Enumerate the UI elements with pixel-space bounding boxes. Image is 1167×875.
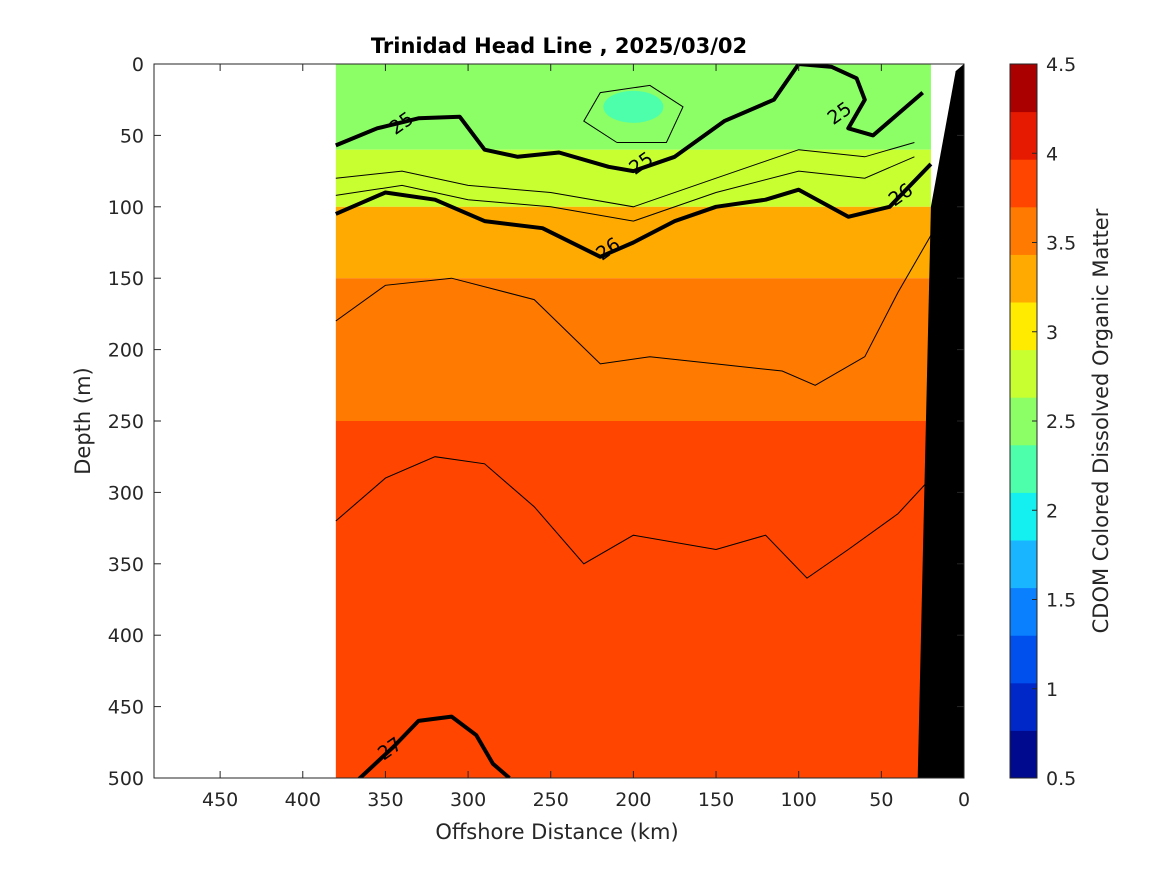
colorbar-label: CDOM Colored Dissolved Organic Matter — [1089, 208, 1113, 633]
y-tick-label: 400 — [108, 625, 144, 647]
x-axis: 450 400 350 300 250 200 150 100 50 0 — [202, 64, 970, 811]
density-contour-26 — [335, 162, 933, 259]
colorbar-segment — [1010, 492, 1037, 541]
x-tick-label: 250 — [533, 789, 569, 811]
density-contours — [335, 64, 933, 778]
x-tick-label: 100 — [781, 789, 817, 811]
colorbar-segment — [1010, 587, 1037, 636]
x-tick-label: 200 — [615, 789, 651, 811]
y-tick-label: 0 — [132, 54, 144, 76]
cdom-band — [335, 421, 931, 778]
x-tick-label: 300 — [450, 789, 486, 811]
colorbar-tick-label: 3.5 — [1046, 233, 1076, 255]
x-tick-label: 150 — [698, 789, 734, 811]
thin-contour-line — [335, 456, 932, 579]
colorbar-tick-label: 2 — [1046, 500, 1058, 522]
thin-contour-line — [583, 84, 684, 143]
chart-title: Trinidad Head Line , 2025/03/02 — [371, 34, 747, 58]
y-tick-label: 300 — [108, 482, 144, 504]
colorbar-segment — [1010, 682, 1037, 731]
colorbar-segment — [1010, 302, 1037, 351]
colorbar-tick-label: 0.5 — [1046, 768, 1076, 790]
x-tick-label: 350 — [367, 789, 403, 811]
colorbar-segment — [1010, 64, 1037, 113]
colorbar-segment — [1010, 111, 1037, 160]
colorbar-segment — [1010, 730, 1037, 779]
colorbar-segment — [1010, 254, 1037, 303]
colorbar-segment — [1010, 444, 1037, 493]
x-tick-label: 50 — [869, 789, 893, 811]
colorbar-segment — [1010, 540, 1037, 589]
y-tick-label: 250 — [108, 411, 144, 433]
y-tick-label: 150 — [108, 268, 144, 290]
colorbar-tick-label: 3 — [1046, 322, 1058, 344]
colorbar-tick-label: 1 — [1046, 679, 1058, 701]
y-tick-label: 350 — [108, 554, 144, 576]
x-tick-label: 0 — [958, 789, 970, 811]
y-tick-label: 100 — [108, 197, 144, 219]
density-contour-27 — [357, 714, 511, 778]
y-axis-label: Depth (m) — [71, 367, 95, 474]
cdom-band — [335, 278, 931, 421]
x-tick-label: 450 — [202, 789, 238, 811]
thin-contour-line — [335, 156, 915, 222]
colorbar-tick-label: 4 — [1046, 143, 1058, 165]
density-contour-25 — [335, 64, 925, 174]
colorbar-tick-label: 4.5 — [1046, 54, 1076, 76]
thin-contours — [335, 84, 932, 579]
y-tick-label: 450 — [108, 697, 144, 719]
y-tick-label: 50 — [120, 125, 144, 147]
thin-contour-line — [335, 142, 915, 208]
x-axis-label: Offshore Distance (km) — [435, 820, 678, 844]
topography-polygon — [917, 64, 964, 778]
colorbar: 0.5 1 1.5 2 2.5 3 3.5 4 4.5 — [1009, 54, 1076, 790]
bottom-topography — [917, 64, 964, 778]
colorbar-segment — [1010, 159, 1037, 208]
thin-contour-line — [335, 235, 932, 386]
colorbar-tick-label: 2.5 — [1046, 411, 1076, 433]
colorbar-segment — [1010, 349, 1037, 398]
colorbar-tick-label: 1.5 — [1046, 590, 1076, 612]
colorbar-segment — [1010, 635, 1037, 684]
y-axis: 0 50 100 150 200 250 300 350 400 450 500 — [108, 54, 964, 790]
colorbar-segment — [1010, 206, 1037, 255]
y-tick-label: 200 — [108, 340, 144, 362]
x-tick-label: 400 — [285, 789, 321, 811]
cdom-field — [335, 64, 931, 778]
y-tick-label: 500 — [108, 768, 144, 790]
cdom-local-minimum — [603, 90, 664, 123]
